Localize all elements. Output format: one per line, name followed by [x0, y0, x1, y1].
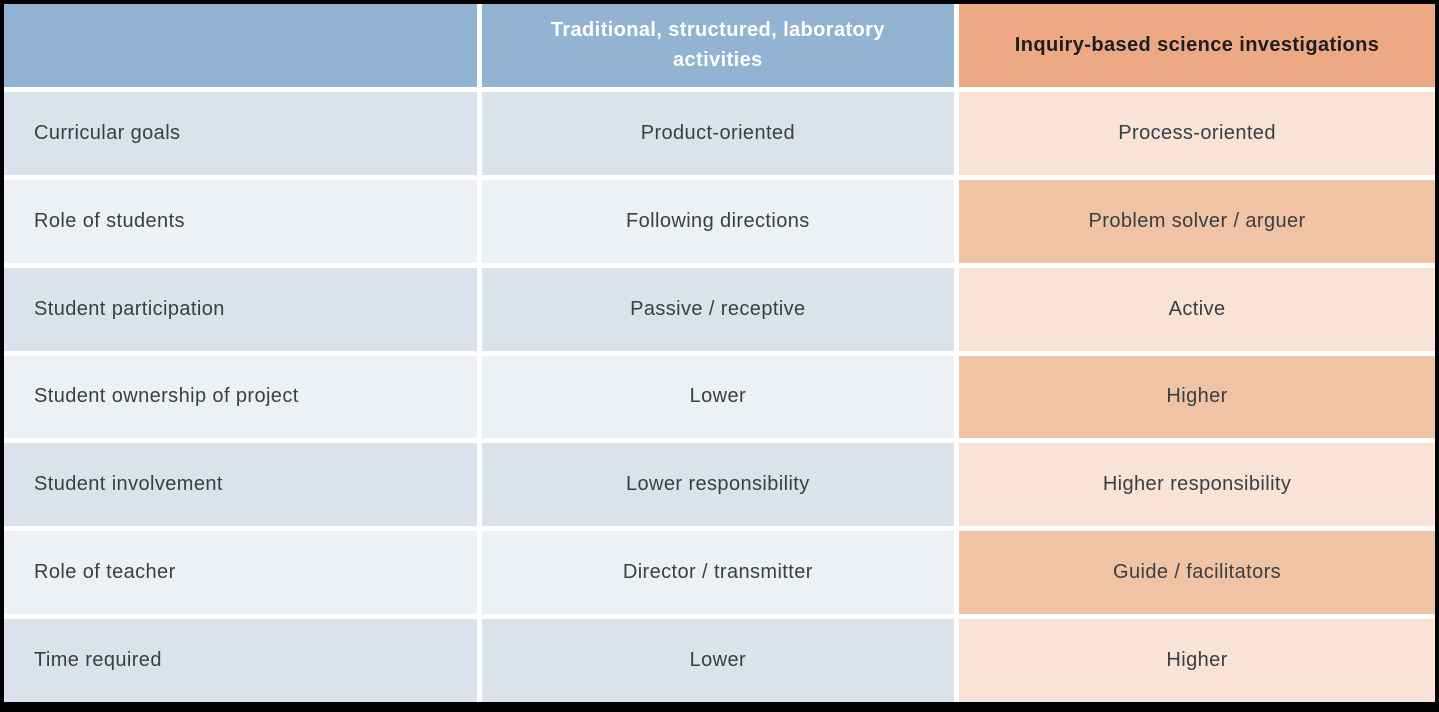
- inquiry-value: Process-oriented: [959, 91, 1435, 175]
- inquiry-value: Problem solver / arguer: [959, 179, 1435, 263]
- header-cell-traditional: Traditional, structured, laboratory acti…: [481, 4, 955, 87]
- header-cell-inquiry: Inquiry-based science investigations: [959, 4, 1435, 87]
- inquiry-value: Higher: [959, 619, 1435, 702]
- traditional-value: Passive / receptive: [481, 267, 955, 351]
- row-label: Student participation: [4, 267, 477, 351]
- traditional-value: Following directions: [481, 179, 955, 263]
- row-label: Time required: [4, 619, 477, 702]
- inquiry-value: Active: [959, 267, 1435, 351]
- row-label: Student ownership of project: [4, 355, 477, 439]
- traditional-value: Product-oriented: [481, 91, 955, 175]
- row-label: Student involvement: [4, 443, 477, 527]
- inquiry-value: Higher responsibility: [959, 443, 1435, 527]
- row-label: Curricular goals: [4, 91, 477, 175]
- row-label: Role of students: [4, 179, 477, 263]
- inquiry-value: Higher: [959, 355, 1435, 439]
- row-label: Role of teacher: [4, 531, 477, 615]
- traditional-value: Lower responsibility: [481, 443, 955, 527]
- traditional-value: Director / transmitter: [481, 531, 955, 615]
- inquiry-value: Guide / facilitators: [959, 531, 1435, 615]
- header-cell-blank: [4, 4, 477, 87]
- traditional-value: Lower: [481, 619, 955, 702]
- traditional-value: Lower: [481, 355, 955, 439]
- comparison-table: Traditional, structured, laboratory acti…: [4, 4, 1435, 702]
